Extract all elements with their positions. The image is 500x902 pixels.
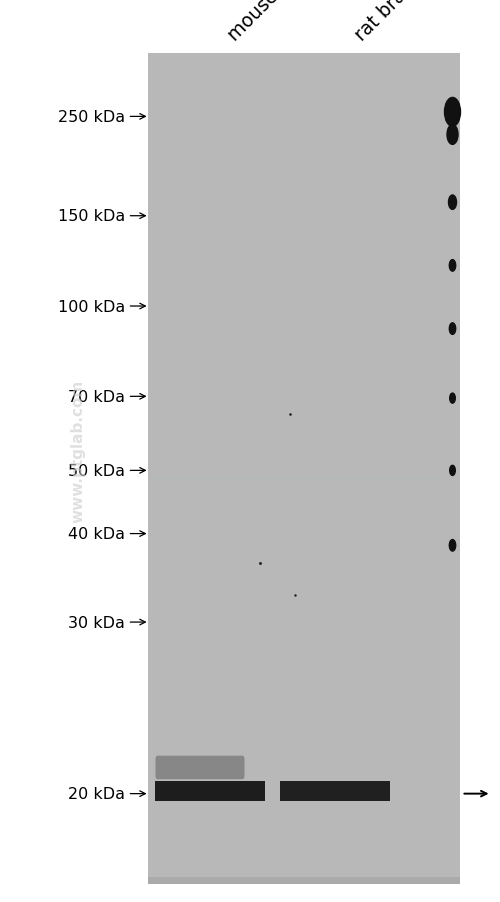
Text: 20 kDa: 20 kDa xyxy=(68,787,125,801)
Bar xyxy=(155,781,265,801)
FancyBboxPatch shape xyxy=(156,756,244,779)
Text: 70 kDa: 70 kDa xyxy=(68,390,125,404)
Bar xyxy=(280,781,390,801)
Circle shape xyxy=(450,324,456,335)
Text: www.ptglab.com: www.ptglab.com xyxy=(70,380,85,522)
Circle shape xyxy=(450,261,456,272)
Circle shape xyxy=(444,98,460,127)
Text: 250 kDa: 250 kDa xyxy=(58,110,125,124)
Text: mouse brain: mouse brain xyxy=(224,0,320,45)
Circle shape xyxy=(450,465,456,476)
Text: 150 kDa: 150 kDa xyxy=(58,209,125,224)
Text: 100 kDa: 100 kDa xyxy=(58,299,125,314)
Circle shape xyxy=(450,540,456,551)
Text: rat brain: rat brain xyxy=(352,0,422,45)
Text: 50 kDa: 50 kDa xyxy=(68,464,125,478)
Text: 40 kDa: 40 kDa xyxy=(68,527,125,541)
Circle shape xyxy=(448,196,456,210)
Bar xyxy=(148,877,460,884)
Circle shape xyxy=(450,393,456,404)
Bar xyxy=(148,54,460,884)
Circle shape xyxy=(447,125,458,145)
Text: 30 kDa: 30 kDa xyxy=(68,615,125,630)
